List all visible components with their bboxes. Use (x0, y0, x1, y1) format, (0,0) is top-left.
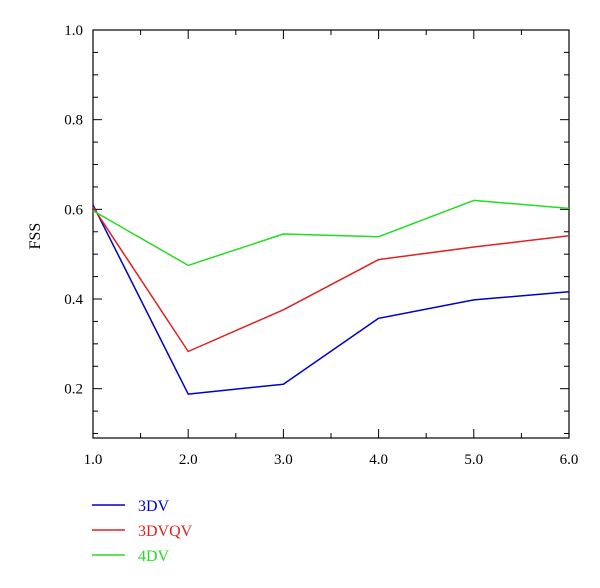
y-tick-label: 1.0 (64, 23, 83, 39)
legend-label-3dv: 3DV (138, 498, 170, 515)
series-lines (92, 199, 570, 395)
x-tick-label: 4.0 (369, 452, 388, 468)
x-tick-label: 6.0 (560, 452, 579, 468)
y-axis-tick-labels: 0.2 0.4 0.6 0.8 1.0 (64, 23, 83, 398)
y-tick-label: 0.2 (64, 382, 83, 398)
x-tick-label: 1.0 (84, 452, 103, 468)
y-tick-label: 0.8 (64, 113, 83, 129)
y-tick-label: 0.6 (64, 202, 83, 218)
x-axis-tick-labels: 1.0 2.0 3.0 4.0 5.0 6.0 (84, 452, 579, 468)
series-line-4dv (92, 199, 570, 267)
legend-label-4dv: 4DV (138, 548, 170, 565)
legend-label-3dvqv: 3DVQV (138, 523, 193, 540)
plot-frame (92, 29, 570, 439)
x-tick-label: 5.0 (464, 452, 483, 468)
series-line-3dvqv (92, 206, 570, 353)
y-axis-title: FSS (27, 223, 44, 250)
y-tick-label: 0.4 (64, 292, 83, 308)
series-line-3dv (92, 204, 570, 395)
x-tick-label: 2.0 (179, 452, 198, 468)
legend: 3DV 3DVQV 4DV (92, 498, 193, 565)
x-tick-label: 3.0 (274, 452, 293, 468)
axis-ticks (92, 29, 570, 438)
